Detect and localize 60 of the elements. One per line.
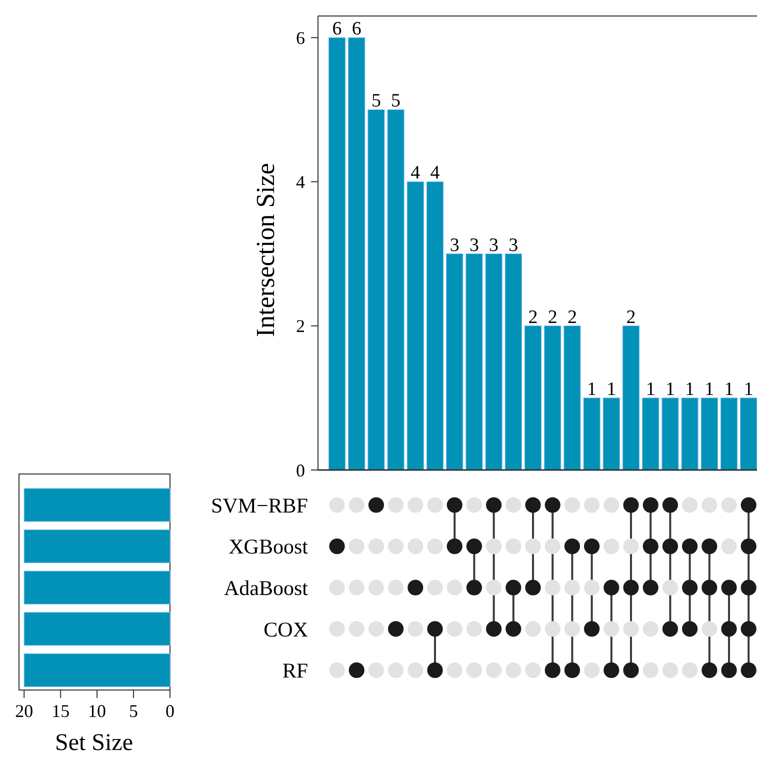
bar — [622, 326, 640, 470]
data-label: 5 — [391, 90, 401, 112]
data-label: 3 — [469, 234, 479, 256]
data-label: 1 — [685, 378, 695, 400]
bar — [602, 398, 620, 470]
bar — [466, 254, 483, 470]
x-tick-label: 20 — [15, 701, 34, 721]
bar — [368, 109, 385, 470]
data-label: 2 — [528, 306, 538, 328]
y-tick-label: 0 — [296, 460, 305, 480]
x-tick-label: 5 — [129, 701, 138, 721]
data-label: 1 — [724, 378, 734, 400]
y-tick-label: AdaBoost — [224, 576, 308, 600]
bar — [700, 398, 718, 470]
y-tick-label: COX — [264, 617, 308, 642]
bar — [720, 398, 738, 470]
x-axis-title: Set Size — [55, 730, 133, 756]
y-tick-label: 6 — [296, 28, 305, 48]
data-label: 2 — [567, 306, 577, 328]
x-tick-label: 0 — [166, 701, 174, 721]
bar — [446, 254, 464, 470]
bar — [681, 398, 698, 470]
data-label: 6 — [352, 18, 362, 40]
y-tick-label: 2 — [296, 316, 305, 336]
bar — [544, 326, 562, 470]
bar — [740, 398, 757, 470]
bar — [564, 326, 581, 470]
bar — [504, 254, 522, 470]
y-axis-title: Intersection Size — [251, 163, 280, 337]
y-tick-label: RF — [282, 658, 308, 683]
data-label: 1 — [606, 378, 616, 400]
data-label: 2 — [626, 306, 636, 328]
y-tick-label: 4 — [296, 172, 305, 192]
bar — [485, 254, 502, 470]
x-tick-label: 10 — [88, 701, 106, 721]
bar — [583, 398, 600, 470]
y-tick-label: XGBoost — [228, 534, 308, 559]
data-label: 3 — [508, 234, 518, 256]
x-tick-label: 15 — [52, 701, 70, 721]
bar — [387, 109, 404, 470]
bar — [328, 37, 346, 470]
data-label: 1 — [587, 378, 597, 400]
data-label: 1 — [704, 378, 714, 400]
bar — [662, 398, 679, 470]
data-label: 1 — [646, 378, 656, 400]
data-label: 3 — [450, 234, 460, 256]
bar — [426, 181, 444, 470]
data-label: 5 — [371, 90, 381, 112]
data-label: 1 — [665, 378, 675, 400]
data-label: 6 — [332, 18, 342, 40]
bar — [642, 398, 660, 470]
data-label: 1 — [744, 378, 754, 400]
y-tick-label: SVM−RBF — [210, 493, 308, 518]
data-label: 3 — [489, 234, 499, 256]
bar — [524, 326, 542, 470]
data-label: 2 — [548, 306, 558, 328]
bar — [348, 37, 366, 470]
data-label: 4 — [410, 162, 421, 184]
data-label: 4 — [430, 162, 440, 184]
bar — [406, 181, 424, 470]
